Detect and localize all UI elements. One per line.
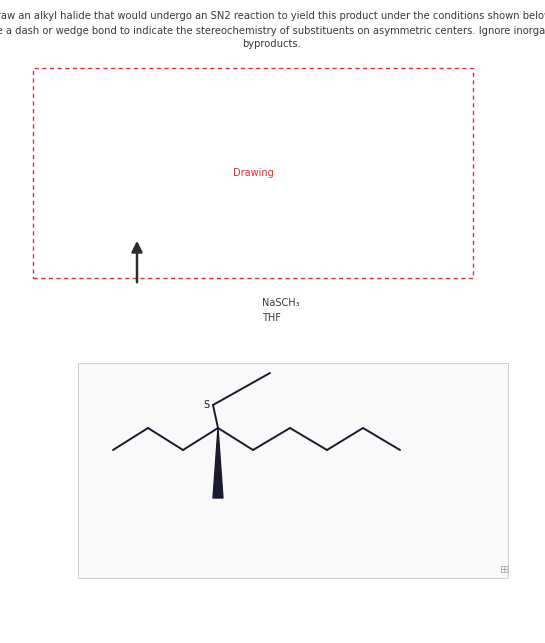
FancyBboxPatch shape (78, 363, 508, 578)
Text: byproducts.: byproducts. (243, 39, 301, 49)
Text: Use a dash or wedge bond to indicate the stereochemistry of substituents on asym: Use a dash or wedge bond to indicate the… (0, 26, 545, 36)
FancyBboxPatch shape (33, 68, 473, 278)
Text: NaSCH₃: NaSCH₃ (262, 298, 300, 308)
Text: ⊞: ⊞ (500, 565, 510, 575)
Text: THF: THF (262, 313, 281, 323)
Text: Drawing: Drawing (233, 168, 274, 178)
Text: Draw an alkyl halide that would undergo an SN2 reaction to yield this product un: Draw an alkyl halide that would undergo … (0, 11, 545, 21)
Text: S: S (204, 400, 210, 410)
Polygon shape (213, 428, 223, 498)
